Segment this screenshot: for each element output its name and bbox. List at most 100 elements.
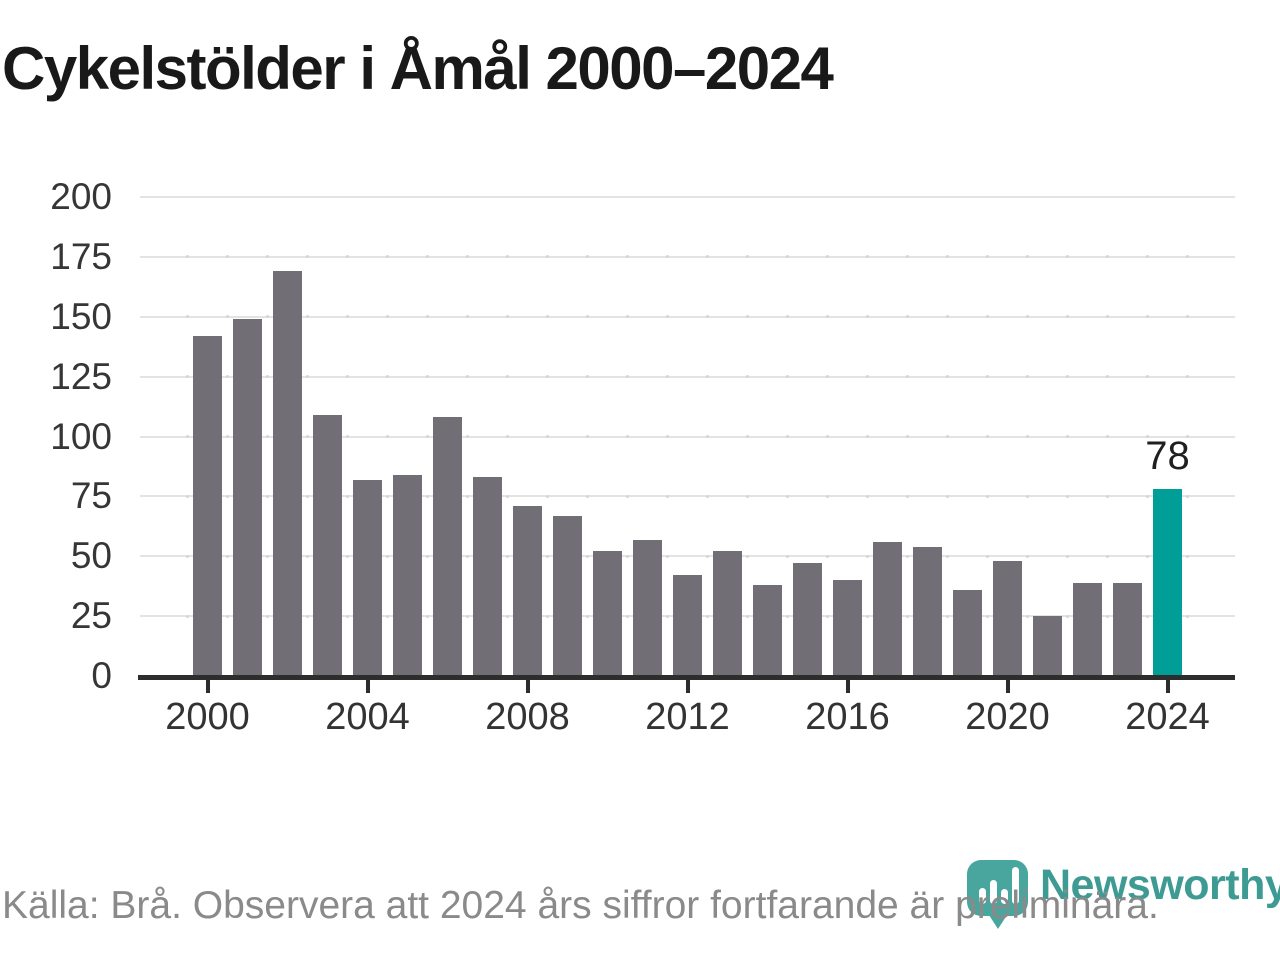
grid-dot (1146, 375, 1149, 379)
newsworthy-logo: Newsworthy (966, 858, 1280, 931)
grid-dot (1066, 255, 1069, 259)
grid-dot (586, 375, 589, 379)
gridline-175 (140, 255, 1235, 258)
grid-dot (706, 494, 709, 498)
grid-dot (746, 255, 749, 259)
grid-dot (186, 255, 189, 259)
grid-dot (346, 554, 349, 558)
x-axis-line (138, 675, 1235, 680)
grid-dot (986, 614, 989, 618)
bar-2001 (233, 319, 262, 676)
grid-dot (506, 315, 509, 319)
gridline-200 (140, 196, 1235, 198)
x-tick-label-2012: 2012 (645, 696, 730, 738)
y-tick-label-25: 25 (70, 595, 112, 637)
source-note: Källa: Brå. Observera att 2024 års siffr… (2, 884, 1159, 927)
bar-2000 (193, 335, 222, 676)
bar-2023 (1113, 582, 1142, 676)
grid-dot (826, 315, 829, 319)
x-tick-label-2016: 2016 (805, 696, 890, 738)
grid-dot (546, 614, 549, 618)
grid-dot (626, 315, 629, 319)
grid-dot (1186, 614, 1189, 618)
x-tick-2024 (1165, 680, 1170, 693)
grid-dot (186, 614, 189, 618)
gridline-150 (140, 315, 1235, 318)
highlight-value-label: 78 (1145, 434, 1190, 479)
grid-dot (1186, 494, 1189, 498)
grid-dot (706, 315, 709, 319)
bar-2010 (593, 551, 622, 676)
grid-dot (666, 375, 669, 379)
grid-dot (626, 435, 629, 438)
grid-dot (386, 614, 389, 618)
grid-dot (346, 255, 349, 259)
grid-dot (906, 494, 909, 498)
grid-dot (266, 375, 269, 379)
x-tick-label-2000: 2000 (165, 696, 250, 738)
grid-dot (786, 375, 789, 379)
bar-2003 (313, 414, 342, 676)
grid-dot (226, 614, 229, 618)
grid-dot (1106, 494, 1109, 498)
grid-dot (1066, 375, 1069, 379)
grid-dot (666, 315, 669, 319)
grid-dot (266, 255, 269, 259)
grid-dot (546, 315, 549, 319)
grid-dot (186, 315, 189, 319)
bar-2018 (913, 546, 942, 676)
grid-dot (866, 375, 869, 379)
grid-dot (746, 494, 749, 498)
grid-dot (1186, 315, 1189, 319)
grid-dot (906, 375, 909, 379)
grid-dot (986, 554, 989, 558)
bar-2012 (673, 575, 702, 676)
grid-dot (1146, 435, 1149, 438)
grid-dot (546, 375, 549, 379)
grid-dot (826, 375, 829, 379)
grid-dot (226, 494, 229, 498)
grid-dot (626, 494, 629, 498)
grid-dot (1066, 494, 1069, 498)
y-tick-label-75: 75 (70, 475, 112, 517)
grid-dot (266, 494, 269, 498)
x-tick-label-2024: 2024 (1125, 696, 1210, 738)
bar-2021 (1033, 616, 1062, 676)
grid-dot (1106, 614, 1109, 618)
grid-dot (426, 554, 429, 558)
grid-dot (466, 255, 469, 259)
bar-2011 (633, 539, 662, 676)
grid-dot (626, 554, 629, 558)
bar-2006 (433, 417, 462, 676)
grid-dot (426, 494, 429, 498)
grid-dot (906, 554, 909, 558)
bar-2024 (1153, 489, 1182, 676)
grid-dot (1186, 554, 1189, 558)
grid-dot (666, 255, 669, 259)
grid-dot (466, 375, 469, 379)
grid-dot (826, 435, 829, 438)
x-tick-label-2008: 2008 (485, 696, 570, 738)
newsworthy-wordmark: Newsworthy (1040, 861, 1280, 909)
gridline-50 (140, 555, 1235, 558)
grid-dot (1026, 255, 1029, 259)
grid-dot (546, 255, 549, 259)
bar-2008 (513, 505, 542, 676)
grid-dot (186, 554, 189, 558)
grid-dot (306, 375, 309, 379)
grid-dot (306, 554, 309, 558)
grid-dot (946, 255, 949, 259)
bar-2009 (553, 515, 582, 676)
grid-dot (546, 435, 549, 438)
grid-dot (1146, 494, 1149, 498)
grid-dot (226, 435, 229, 438)
grid-dot (1066, 554, 1069, 558)
grid-dot (386, 554, 389, 558)
x-tick-2016 (845, 680, 850, 693)
grid-dot (506, 375, 509, 379)
grid-dot (786, 255, 789, 259)
bar-2016 (833, 580, 862, 676)
grid-dot (506, 435, 509, 438)
grid-dot (946, 494, 949, 498)
